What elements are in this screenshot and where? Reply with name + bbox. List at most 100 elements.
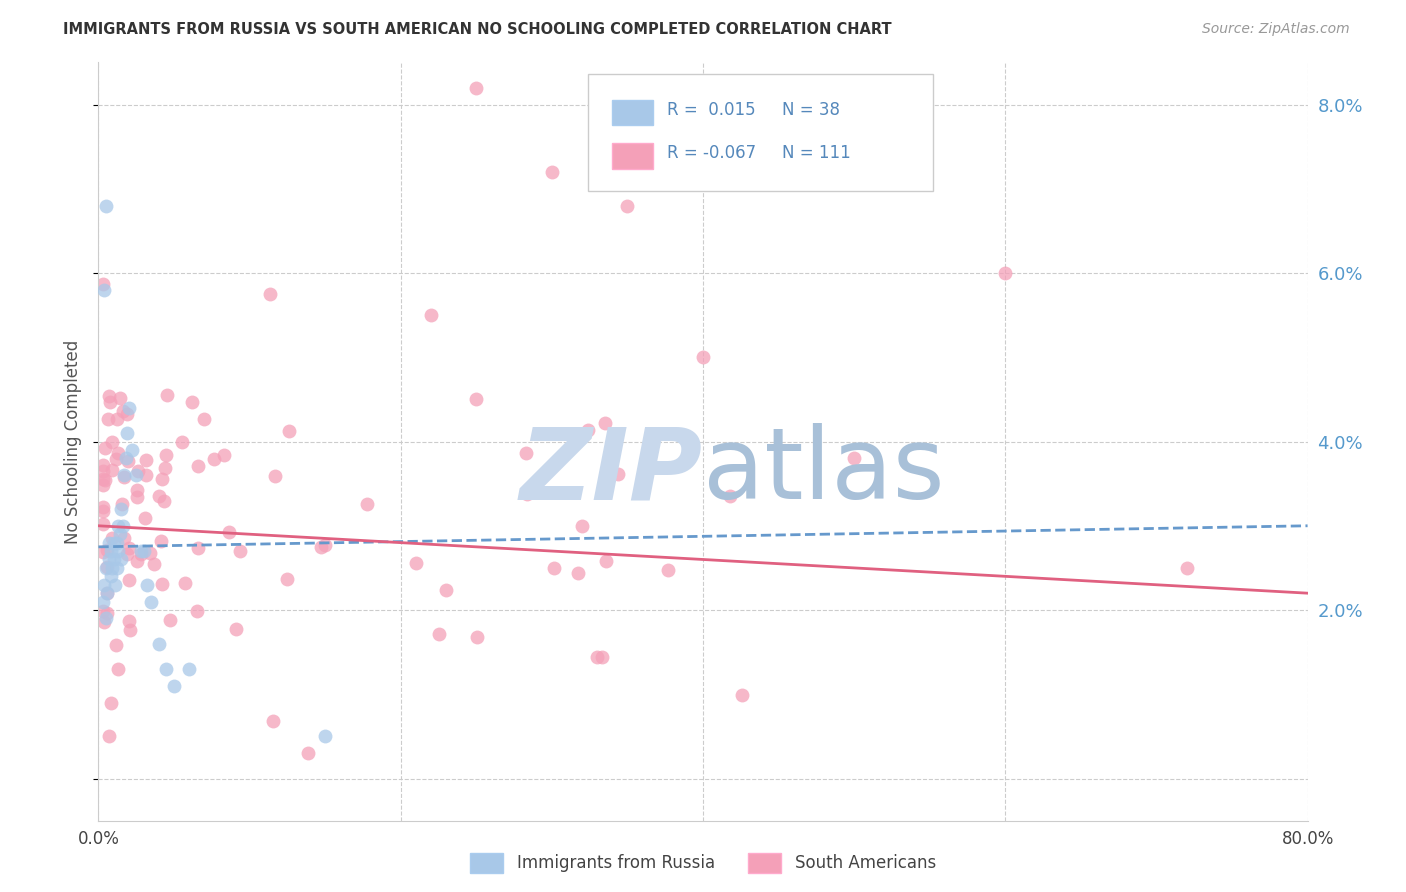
Text: atlas: atlas — [703, 424, 945, 520]
Point — [100, 569, 122, 583]
Point — [93, 615, 115, 629]
Point — [156, 388, 179, 402]
Text: ZIP: ZIP — [520, 424, 703, 520]
Point — [129, 544, 152, 558]
Point — [101, 561, 124, 575]
Point — [117, 453, 139, 467]
Point — [127, 464, 149, 478]
Point — [516, 487, 538, 501]
Point — [153, 461, 176, 475]
Point — [193, 412, 215, 426]
Point — [105, 561, 128, 575]
Point — [214, 448, 236, 462]
Text: N = 38: N = 38 — [782, 101, 839, 120]
Point — [277, 424, 299, 438]
Point — [93, 283, 115, 297]
Point — [107, 544, 129, 558]
Point — [94, 473, 117, 487]
Point — [98, 552, 121, 566]
Text: IMMIGRANTS FROM RUSSIA VS SOUTH AMERICAN NO SCHOOLING COMPLETED CORRELATION CHAR: IMMIGRANTS FROM RUSSIA VS SOUTH AMERICAN… — [63, 22, 891, 37]
Point — [155, 662, 177, 676]
Point — [110, 502, 132, 516]
Legend: Immigrants from Russia, South Americans: Immigrants from Russia, South Americans — [464, 847, 942, 880]
Point — [356, 497, 378, 511]
Point — [110, 552, 132, 566]
Point — [420, 308, 443, 322]
Point — [108, 392, 131, 406]
Point — [314, 730, 336, 744]
Point — [103, 552, 125, 566]
Point — [118, 574, 141, 588]
Point — [111, 404, 134, 418]
Point — [134, 510, 156, 524]
Point — [129, 547, 152, 561]
Point — [844, 451, 866, 466]
Point — [111, 518, 134, 533]
Text: N = 111: N = 111 — [782, 145, 851, 162]
Point — [543, 560, 565, 574]
Point — [91, 472, 114, 486]
Point — [427, 627, 450, 641]
Point — [593, 416, 616, 430]
Point — [108, 527, 131, 541]
Point — [297, 746, 319, 760]
Point — [172, 435, 194, 450]
Point — [309, 540, 332, 554]
Point — [107, 662, 129, 676]
Point — [105, 535, 128, 549]
Point — [186, 604, 208, 618]
Point — [135, 467, 157, 482]
Point — [91, 500, 114, 514]
Point — [567, 566, 589, 580]
Point — [91, 504, 114, 518]
Point — [94, 441, 117, 455]
Point — [1175, 561, 1198, 575]
Point — [96, 543, 118, 558]
Point — [994, 266, 1017, 280]
Point — [101, 532, 124, 546]
Point — [692, 351, 714, 365]
Point — [150, 577, 173, 591]
Point — [94, 199, 117, 213]
Point — [202, 451, 225, 466]
Point — [276, 572, 298, 586]
Point — [91, 604, 114, 618]
Point — [118, 401, 141, 415]
Point — [115, 426, 138, 441]
Point — [105, 451, 128, 466]
Point — [135, 578, 157, 592]
Point — [148, 489, 170, 503]
Point — [135, 453, 157, 467]
Point — [259, 287, 281, 301]
Point — [405, 556, 427, 570]
Point — [515, 446, 537, 460]
Point — [314, 538, 336, 552]
Point — [91, 516, 114, 531]
Point — [107, 445, 129, 459]
Point — [595, 554, 617, 568]
Point — [97, 412, 120, 426]
Point — [132, 544, 155, 558]
Point — [591, 649, 613, 664]
FancyBboxPatch shape — [613, 100, 654, 126]
Point — [434, 583, 457, 598]
Y-axis label: No Schooling Completed: No Schooling Completed — [65, 340, 83, 543]
Point — [180, 395, 202, 409]
Point — [114, 451, 136, 466]
Point — [91, 477, 114, 491]
Point — [585, 650, 607, 665]
Point — [121, 442, 143, 457]
Point — [127, 483, 149, 497]
Point — [91, 458, 114, 472]
Point — [115, 547, 138, 561]
Point — [91, 277, 114, 291]
Point — [96, 606, 118, 620]
Point — [465, 392, 488, 407]
Point — [111, 497, 134, 511]
Point — [112, 469, 135, 483]
Point — [142, 557, 165, 571]
Point — [731, 689, 754, 703]
Point — [96, 560, 118, 574]
Point — [118, 541, 141, 556]
Point — [98, 395, 121, 409]
